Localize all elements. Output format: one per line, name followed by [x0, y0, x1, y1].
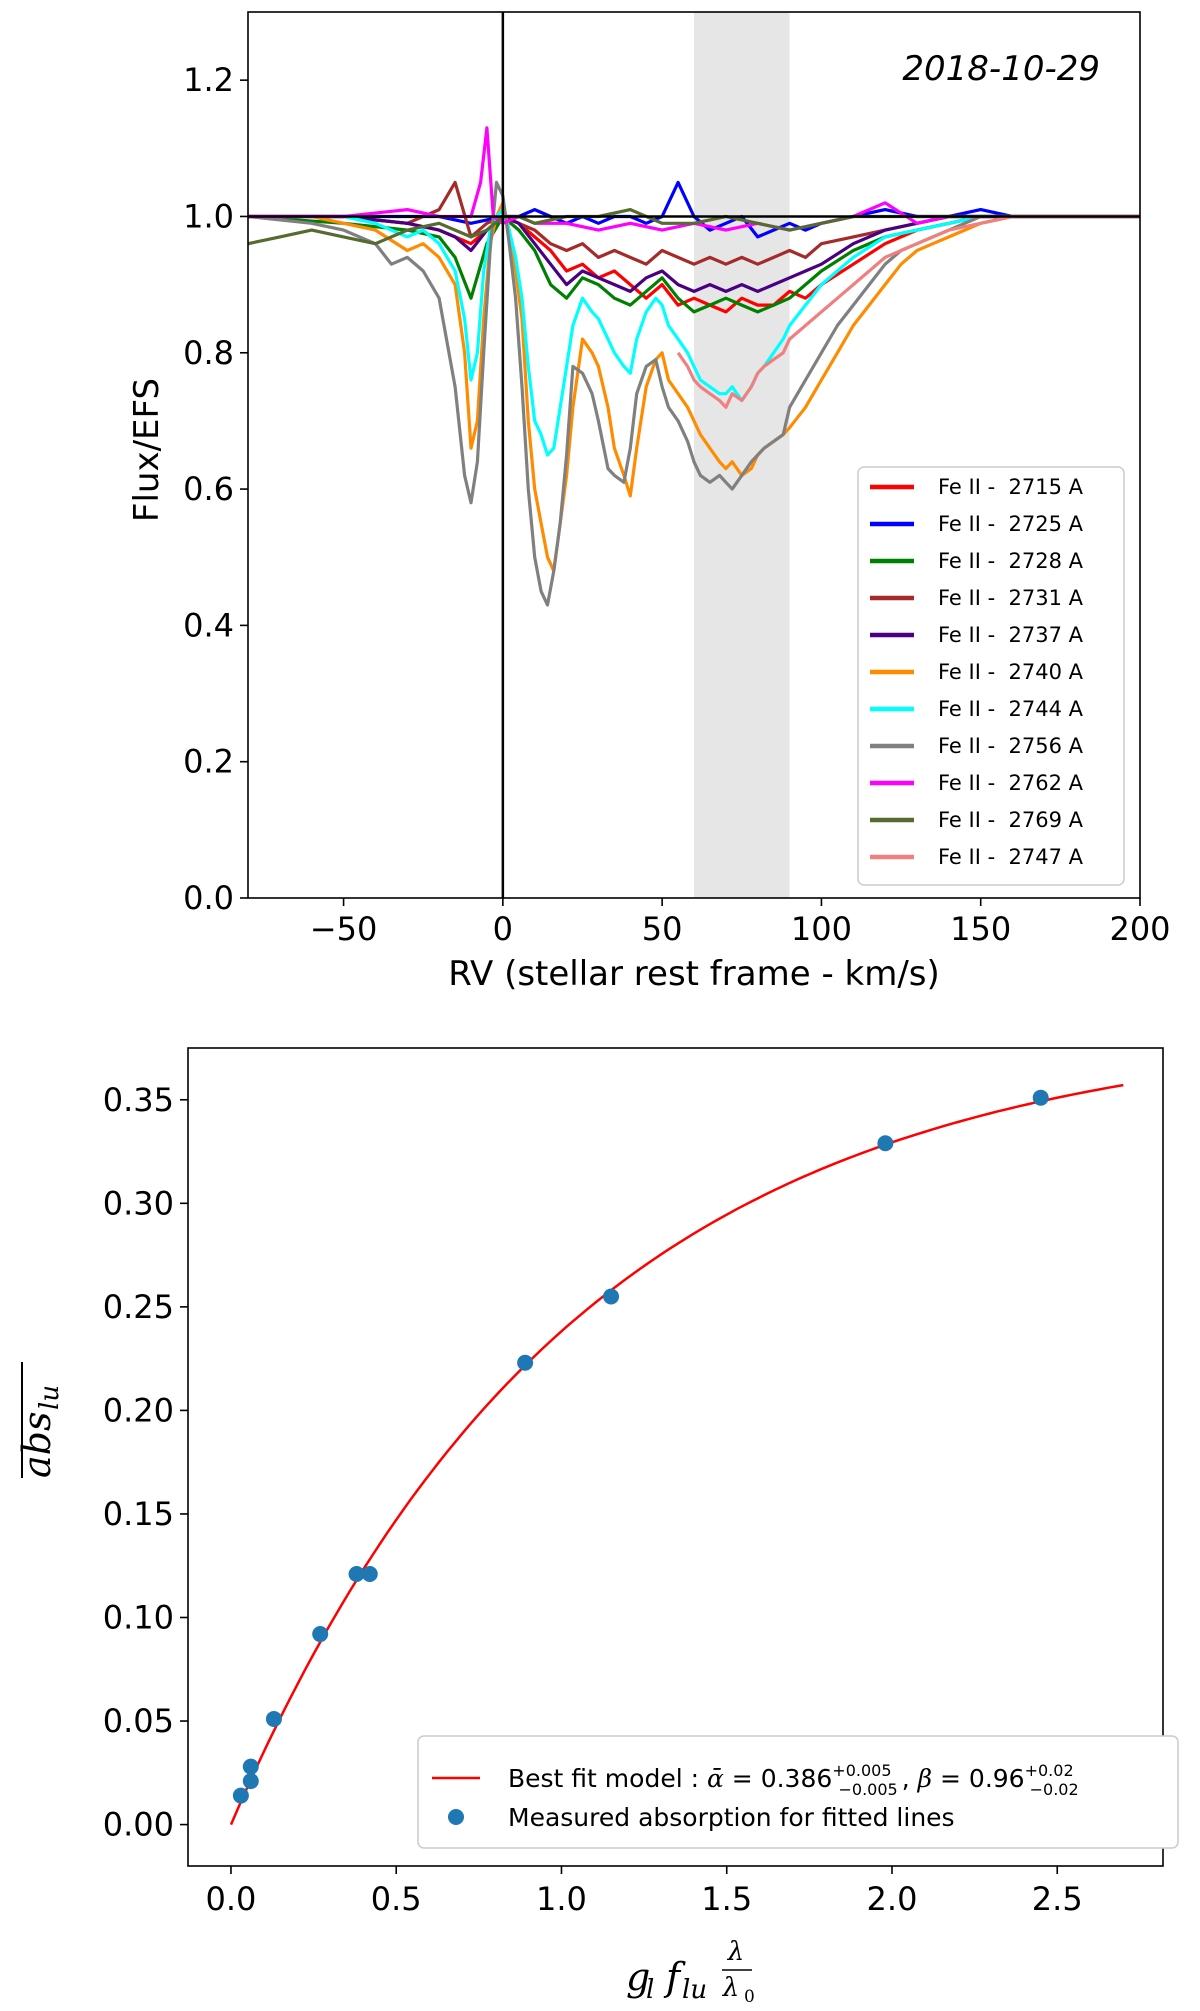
- y-tick-label: 0.4: [183, 606, 234, 644]
- series-line-8: [247, 180, 1140, 607]
- plot-frame: [187, 1047, 1164, 1867]
- x-tick-label: 150: [950, 910, 1011, 948]
- x-tick-label: 0.0: [206, 1880, 257, 1918]
- legend-label: Fe II - 2744 A: [938, 697, 1084, 721]
- ylabel-lu-sub: lu: [35, 1385, 65, 1410]
- legend-label: Fe II - 2731 A: [938, 586, 1084, 610]
- y-tick-label: 0.30: [103, 1184, 174, 1222]
- data-point: [603, 1288, 620, 1305]
- flux-panel: −50 0 50 100 150 200 0.0 0.2 0.4 0.6 0.8 1.0 1.2 20…: [127, 11, 1171, 994]
- ylabel-abs: abs: [15, 1412, 59, 1478]
- x-axis-label: RV (stellar rest frame - km/s): [448, 954, 940, 994]
- legend-label: Fe II - 2747 A: [938, 845, 1084, 869]
- legend: Best fit model : ᾱ = 0.386+0.005 −0.005, …: [417, 1735, 1179, 1849]
- legend-point-marker: [448, 1809, 464, 1825]
- y-ticks: 0.0 0.2 0.4 0.6 0.8 1.0 1.2: [183, 61, 248, 917]
- legend-label: Fe II - 2756 A: [938, 734, 1084, 758]
- legend: Fe II - 2715 A Fe II - 2725 A Fe II - 2728…: [857, 466, 1125, 886]
- y-tick-label: 0.0: [183, 879, 234, 917]
- xlabel-lambda: λ: [727, 1937, 744, 1967]
- xlabel-l-sub: l: [646, 1975, 654, 2005]
- y-tick-label: 0.20: [103, 1391, 174, 1429]
- legend-box: [417, 1735, 1179, 1849]
- y-tick-label: 1.2: [183, 61, 234, 99]
- x-tick-label: 2.5: [1032, 1880, 1083, 1918]
- data-point: [877, 1135, 894, 1152]
- legend-label: Fe II - 2728 A: [938, 549, 1084, 573]
- y-tick-label: 0.8: [183, 334, 234, 372]
- x-ticks: −50 0 50 100 150 200: [310, 898, 1171, 948]
- x-ticks: 0.0 0.5 1.0 1.5 2.0 2.5: [206, 1866, 1083, 1918]
- data-point: [1032, 1089, 1049, 1106]
- y-tick-label: 0.2: [183, 743, 234, 781]
- legend-fit-label: Best fit model : ᾱ = 0.386+0.005 −0.005, …: [508, 1761, 1079, 1799]
- series-line-11: [676, 214, 1140, 409]
- y-tick-label: 0.6: [183, 470, 234, 508]
- y-tick-label: 0.25: [103, 1288, 174, 1326]
- data-point: [361, 1566, 378, 1583]
- series-line-5: [248, 214, 1140, 293]
- y-tick-label: 0.35: [103, 1081, 174, 1119]
- legend-label: Fe II - 2769 A: [938, 808, 1084, 832]
- x-tick-label: 1.5: [701, 1880, 752, 1918]
- data-point: [312, 1626, 329, 1643]
- data-point: [242, 1773, 259, 1790]
- y-tick-label: 0.00: [103, 1806, 174, 1844]
- y-tick-label: 0.10: [103, 1598, 174, 1636]
- x-axis-label: g l f lu λ λ 0: [626, 1937, 755, 2007]
- series-line-7: [248, 208, 1140, 457]
- legend-label: Fe II - 2715 A: [938, 475, 1084, 499]
- x-tick-label: 200: [1109, 910, 1170, 948]
- data-point: [232, 1787, 249, 1804]
- legend-label: Fe II - 2762 A: [938, 771, 1084, 795]
- measured-points-group: [232, 1089, 1049, 1804]
- data-point: [517, 1354, 534, 1371]
- shaded-velocity-region: [694, 12, 790, 898]
- x-tick-label: 1.0: [536, 1880, 587, 1918]
- legend-box: [857, 466, 1125, 886]
- data-point: [265, 1710, 282, 1727]
- plot-frame: [247, 11, 1141, 899]
- y-tick-label: 1.0: [183, 197, 234, 235]
- absorption-panel: 0.0 0.5 1.0 1.5 2.0 2.5 0.000.050.100.150.200…: [15, 1047, 1179, 2007]
- legend-label: Fe II - 2740 A: [938, 660, 1084, 684]
- xlabel-lambda0: λ: [722, 1973, 739, 2003]
- legend-label: Fe II - 2737 A: [938, 623, 1084, 647]
- x-tick-label: −50: [310, 910, 378, 948]
- legend-points-label: Measured absorption for fitted lines: [508, 1803, 955, 1832]
- best-fit-curve: [229, 1083, 1124, 1826]
- date-annotation: 2018-10-29: [902, 49, 1100, 89]
- xlabel-lu-sub: lu: [682, 1975, 707, 2005]
- xlabel-zero-sub: 0: [744, 1987, 755, 2007]
- y-tick-label: 0.05: [103, 1702, 174, 1740]
- x-tick-label: 100: [791, 910, 852, 948]
- legend-label: Fe II - 2725 A: [938, 512, 1084, 536]
- y-axis-label: Flux/EFS: [127, 378, 167, 522]
- x-tick-label: 0.5: [371, 1880, 422, 1918]
- data-point: [242, 1758, 259, 1775]
- xlabel-g: g: [626, 1955, 650, 1999]
- data-point: [348, 1566, 365, 1583]
- x-tick-label: 50: [642, 910, 683, 948]
- y-ticks: 0.00 0.05 0.10 0.15 0.20 0.25 0.30 0.35: [103, 1081, 188, 1844]
- y-tick-label: 0.15: [103, 1495, 174, 1533]
- x-tick-label: 0: [493, 910, 513, 948]
- y-axis-label: abs lu: [15, 1362, 65, 1478]
- x-tick-label: 2.0: [867, 1880, 918, 1918]
